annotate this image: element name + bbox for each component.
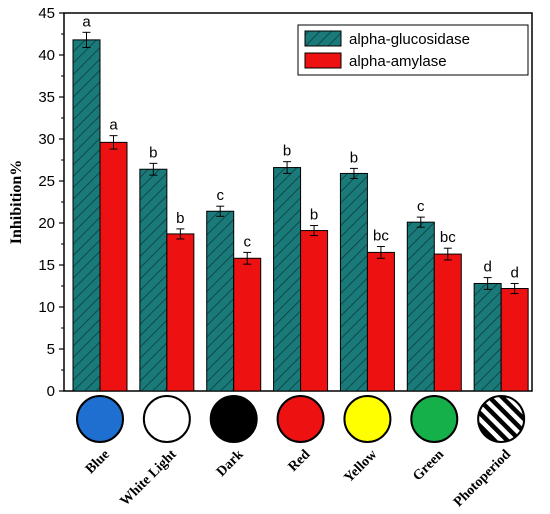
y-tick-label: 15 xyxy=(38,257,55,274)
category-label: Yellow xyxy=(342,447,381,486)
bar-glucosidase xyxy=(406,221,435,392)
significance-label: c xyxy=(243,233,251,250)
category-label: Green xyxy=(410,447,447,484)
y-tick-label: 45 xyxy=(38,5,55,22)
y-axis-label: Inhibition% xyxy=(8,160,25,244)
bar-amylase xyxy=(433,253,462,392)
plot-area: 051015202530354045Inhibition%aabbccbbbbc… xyxy=(8,5,533,400)
significance-label: a xyxy=(82,13,91,30)
bar-glucosidase xyxy=(273,167,302,392)
significance-label: a xyxy=(109,117,118,134)
bar-glucosidase xyxy=(339,172,368,392)
bar-amylase xyxy=(500,288,529,392)
bar-glucosidase xyxy=(473,282,502,392)
y-tick-label: 5 xyxy=(47,341,55,358)
significance-label: bc xyxy=(440,229,456,246)
significance-label: d xyxy=(483,259,491,276)
y-tick-label: 0 xyxy=(47,383,55,400)
significance-label: c xyxy=(417,198,425,215)
y-tick-label: 10 xyxy=(38,299,55,316)
category-label: Photoperiod xyxy=(451,447,514,510)
category-label: White Light xyxy=(118,447,180,509)
legend-swatch-amylase xyxy=(304,52,342,69)
bar-amylase xyxy=(233,257,262,392)
significance-label: b xyxy=(310,207,318,224)
category-swatches: Blue White Light Dark Red Yellow Green Photope… xyxy=(76,395,526,510)
y-tick-label: 30 xyxy=(38,131,55,148)
swatch-white-light xyxy=(142,395,191,443)
swatch-yellow xyxy=(343,395,392,443)
bar-glucosidase xyxy=(139,168,168,392)
y-tick-label: 25 xyxy=(38,173,55,190)
bar-glucosidase xyxy=(206,210,235,392)
swatch-green xyxy=(410,395,459,443)
legend-label: alpha-amylase xyxy=(349,53,447,70)
significance-label: b xyxy=(176,210,184,227)
legend: alpha-glucosidase alpha-amylase xyxy=(297,24,529,76)
category-label: Blue xyxy=(83,447,113,477)
bar-amylase xyxy=(300,230,329,392)
significance-label: b xyxy=(149,144,157,161)
bar-glucosidase xyxy=(72,39,101,392)
legend-swatch-glucosidase xyxy=(304,30,342,47)
significance-label: d xyxy=(510,264,518,281)
swatch-photoperiod xyxy=(477,395,526,443)
y-tick-label: 20 xyxy=(38,215,55,232)
category-label: Dark xyxy=(214,447,247,480)
category-label: Red xyxy=(286,447,314,475)
swatch-red xyxy=(276,395,325,443)
significance-label: bc xyxy=(373,228,389,245)
legend-label: alpha-glucosidase xyxy=(349,31,470,48)
bar-amylase xyxy=(99,141,128,392)
significance-label: c xyxy=(216,187,224,204)
bar-amylase xyxy=(366,251,395,392)
significance-label: b xyxy=(350,149,358,166)
swatch-dark xyxy=(209,395,258,443)
y-tick-label: 35 xyxy=(38,89,55,106)
y-tick-label: 40 xyxy=(38,47,55,64)
significance-label: b xyxy=(283,143,291,160)
swatch-blue xyxy=(76,395,124,443)
bar-amylase xyxy=(166,233,195,392)
